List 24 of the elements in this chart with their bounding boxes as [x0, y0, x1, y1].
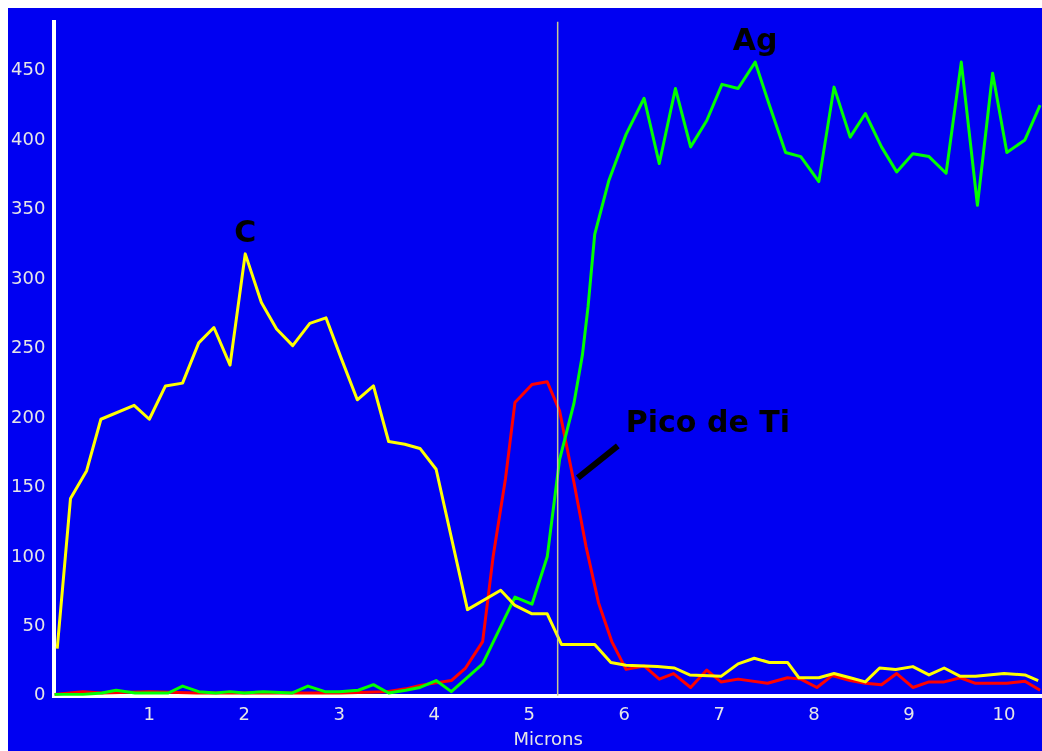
- x-axis-title: Microns: [513, 727, 583, 749]
- x-tick-label: 10: [992, 703, 1016, 725]
- x-tick-label: 6: [618, 703, 630, 725]
- x-tick-label: 9: [903, 703, 915, 725]
- y-tick-label: 250: [11, 336, 46, 358]
- x-tick-label: 3: [333, 703, 345, 725]
- x-tick-label: 4: [428, 703, 440, 725]
- y-tick-label: 150: [11, 475, 46, 497]
- y-tick-label: 450: [11, 58, 46, 80]
- y-tick-label: 0: [33, 683, 46, 705]
- y-tick-label: 400: [11, 127, 46, 149]
- y-tick-label: 350: [11, 197, 46, 219]
- x-tick-label: 8: [808, 703, 820, 725]
- y-tick-label: 200: [11, 405, 46, 427]
- series-label: C: [234, 213, 257, 249]
- x-tick-label: 2: [238, 703, 251, 725]
- series-label: Ag: [732, 22, 778, 58]
- x-tick-label: 5: [523, 703, 535, 725]
- y-tick-label: 50: [22, 613, 46, 635]
- x-tick-label: 7: [713, 703, 725, 725]
- y-tick-label: 100: [11, 544, 46, 566]
- annotation: Pico de Ti: [625, 403, 790, 439]
- x-tick-label: 1: [143, 703, 156, 725]
- y-tick-label: 300: [11, 266, 46, 288]
